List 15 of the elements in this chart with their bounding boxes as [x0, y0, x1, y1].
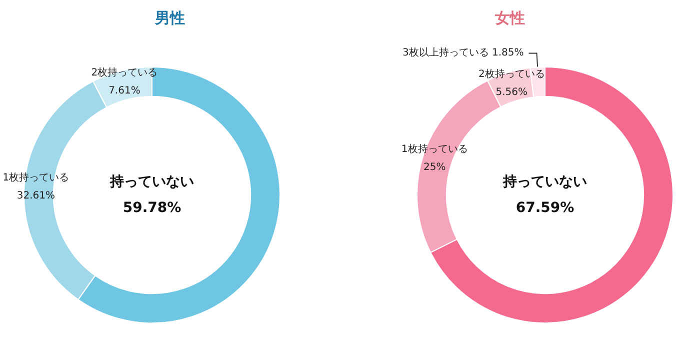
chart-title: 女性	[494, 10, 525, 27]
slice-label: 1枚持っている	[2, 172, 70, 184]
slice-label: 持っていない	[109, 174, 194, 190]
slice-label: 1枚持っている	[401, 142, 468, 155]
chart-title: 男性	[154, 10, 185, 27]
data-label: 7.61%	[108, 86, 140, 97]
data-label: 25%	[423, 162, 446, 173]
slice-label: 2枚持っている	[91, 66, 158, 79]
data-label: 5.56%	[496, 87, 528, 98]
slice-label: 2枚持っている	[478, 68, 545, 80]
data-label: 67.59%	[516, 200, 574, 216]
slice-label: 3枚以上持っている 1.85%	[402, 46, 524, 59]
slice-label: 持っていない	[502, 174, 587, 190]
data-label: 32.61%	[16, 190, 56, 202]
data-label: 59.78%	[122, 200, 182, 216]
